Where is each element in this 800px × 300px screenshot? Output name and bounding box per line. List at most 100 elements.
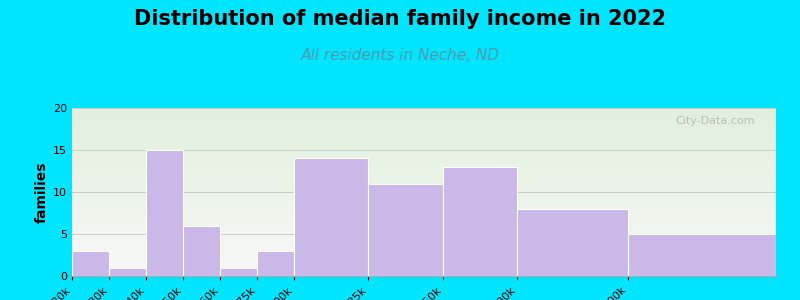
Bar [72, 115, 776, 116]
Bar [146, 150, 183, 276]
Bar [72, 182, 776, 184]
Bar [72, 158, 776, 160]
Bar [72, 131, 776, 133]
Bar [72, 224, 776, 226]
Text: Distribution of median family income in 2022: Distribution of median family income in … [134, 9, 666, 29]
Bar [72, 128, 776, 130]
Bar [72, 142, 776, 143]
Bar [72, 274, 776, 276]
Bar [72, 222, 776, 224]
Bar [72, 241, 776, 242]
Bar [72, 170, 776, 172]
Bar [72, 246, 776, 248]
Bar [72, 110, 776, 111]
Bar [628, 234, 776, 276]
Text: City-Data.com: City-Data.com [675, 116, 755, 126]
Bar [72, 248, 776, 249]
Bar [72, 111, 776, 113]
Bar [72, 189, 776, 190]
Bar [72, 145, 776, 147]
Bar [72, 200, 776, 202]
Bar [72, 204, 776, 206]
Bar [72, 184, 776, 185]
Bar [72, 133, 776, 135]
Bar [72, 190, 776, 192]
Bar [72, 150, 776, 152]
Bar [72, 273, 776, 274]
Bar [72, 202, 776, 204]
Bar [72, 123, 776, 125]
Bar [72, 217, 776, 219]
Bar [72, 220, 776, 222]
Bar [72, 206, 776, 207]
Bar [72, 244, 776, 246]
Bar [72, 147, 776, 148]
Bar [72, 177, 776, 178]
Bar [72, 268, 776, 269]
Bar [72, 227, 776, 229]
Bar [72, 231, 776, 232]
Bar [72, 211, 776, 212]
Bar [72, 264, 776, 266]
Bar [72, 262, 776, 264]
Bar [72, 259, 776, 261]
Bar [72, 138, 776, 140]
Bar [72, 197, 776, 199]
Bar [72, 173, 776, 175]
Bar [72, 152, 776, 153]
Bar [72, 148, 776, 150]
Bar [72, 209, 776, 211]
Bar [72, 226, 776, 227]
Bar [72, 155, 776, 157]
Bar [258, 251, 294, 276]
Bar [72, 165, 776, 167]
Bar [72, 116, 776, 118]
Bar [72, 249, 776, 251]
Y-axis label: families: families [35, 161, 49, 223]
Bar [72, 214, 776, 215]
Bar [369, 184, 442, 276]
Bar [72, 164, 776, 165]
Bar [72, 212, 776, 214]
Bar [72, 135, 776, 136]
Bar [72, 271, 776, 273]
Bar [72, 192, 776, 194]
Bar [72, 125, 776, 127]
Bar [72, 207, 776, 209]
Bar [220, 268, 258, 276]
Bar [72, 160, 776, 162]
Bar [72, 162, 776, 164]
Bar [72, 195, 776, 197]
Bar [72, 266, 776, 268]
Bar [72, 219, 776, 220]
Bar [183, 226, 220, 276]
Bar [72, 261, 776, 262]
Bar [72, 127, 776, 128]
Bar [72, 178, 776, 180]
Bar [72, 234, 776, 236]
Bar [72, 242, 776, 244]
Bar [72, 172, 776, 173]
Bar [72, 153, 776, 155]
Bar [72, 118, 776, 120]
Bar [72, 254, 776, 256]
Bar [72, 251, 109, 276]
Bar [72, 239, 776, 241]
Bar [72, 175, 776, 177]
Bar [72, 269, 776, 271]
Bar [72, 136, 776, 138]
Bar [72, 237, 776, 239]
Bar [72, 157, 776, 158]
Bar [72, 169, 776, 170]
Bar [72, 122, 776, 123]
Bar [72, 180, 776, 182]
Bar [72, 120, 776, 122]
Bar [72, 215, 776, 217]
Bar [72, 232, 776, 234]
Bar [72, 113, 776, 115]
Bar [517, 209, 628, 276]
Bar [294, 158, 369, 276]
Bar [72, 143, 776, 145]
Bar [72, 236, 776, 237]
Text: All residents in Neche, ND: All residents in Neche, ND [301, 48, 499, 63]
